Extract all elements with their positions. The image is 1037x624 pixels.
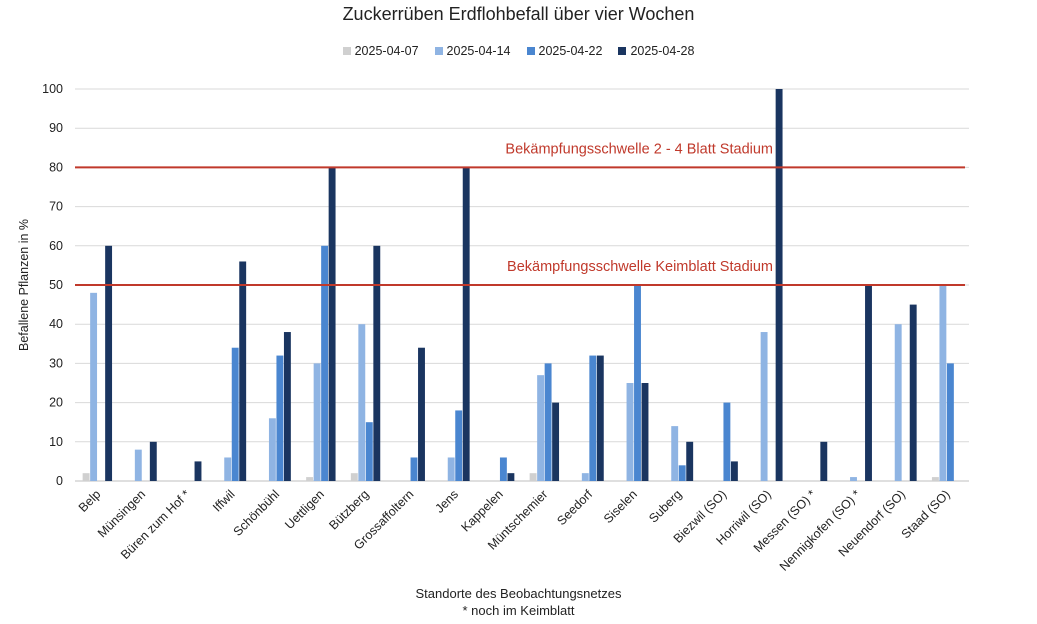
y-tick-label: 70 xyxy=(49,200,63,214)
x-tick-label: Jens xyxy=(432,487,461,516)
bar xyxy=(537,375,545,481)
x-tick-label: Schönbühl xyxy=(231,487,283,539)
x-axis-note: * noch im Keimblatt xyxy=(462,603,575,618)
bar xyxy=(544,363,552,481)
x-tick-label: Iffwil xyxy=(210,487,237,514)
y-axis-title: Befallene Pflanzen in % xyxy=(17,219,31,351)
bar xyxy=(678,465,686,481)
y-tick-label: 0 xyxy=(56,474,63,488)
x-tick-label: Kappelen xyxy=(459,487,506,534)
bar xyxy=(641,383,649,481)
legend-swatch xyxy=(618,47,627,55)
bar xyxy=(134,449,142,481)
bar xyxy=(589,355,597,481)
y-tick-label: 20 xyxy=(49,396,63,410)
bar xyxy=(499,457,507,481)
bar xyxy=(306,477,314,481)
bar xyxy=(90,292,98,481)
bar xyxy=(239,261,247,481)
bar xyxy=(276,355,284,481)
x-tick-label: Suberg xyxy=(646,487,684,525)
bar xyxy=(418,347,425,481)
bar xyxy=(321,245,329,481)
threshold-label: Bekämpfungsschwelle 2 - 4 Blatt Stadium xyxy=(505,141,773,157)
y-tick-label: 100 xyxy=(42,82,63,96)
bar xyxy=(507,473,515,481)
y-tick-label: 60 xyxy=(49,239,63,253)
bar xyxy=(760,332,768,481)
bar xyxy=(730,461,738,481)
bar xyxy=(82,473,90,481)
bar xyxy=(358,324,366,481)
legend-label: 2025-04-28 xyxy=(630,44,695,58)
bar xyxy=(462,167,470,481)
bar xyxy=(194,461,202,481)
x-tick-label: Staad (SO) xyxy=(899,487,953,541)
chart-legend: 2025-04-07 2025-04-14 2025-04-22 2025-04… xyxy=(0,44,1037,58)
y-tick-label: 10 xyxy=(49,435,63,449)
bar xyxy=(552,402,560,481)
legend-item: 2025-04-28 xyxy=(618,44,694,58)
bar xyxy=(455,410,463,481)
bar xyxy=(283,332,291,481)
bar xyxy=(686,441,694,481)
y-tick-label: 40 xyxy=(49,317,63,331)
bar xyxy=(634,285,641,481)
legend-item: 2025-04-07 xyxy=(342,44,419,58)
bar xyxy=(365,422,373,481)
bar xyxy=(909,304,917,481)
y-tick-label: 80 xyxy=(49,160,63,174)
bar xyxy=(328,167,336,481)
bar xyxy=(939,285,947,481)
y-tick-label: 50 xyxy=(49,278,63,292)
threshold-label: Bekämpfungsschwelle Keimblatt Stadium xyxy=(507,259,773,275)
bar xyxy=(268,418,276,481)
bar xyxy=(865,285,872,481)
x-tick-label: Bützberg xyxy=(326,487,371,532)
bar xyxy=(410,457,418,481)
legend-item: 2025-04-14 xyxy=(434,44,511,58)
bar xyxy=(894,324,902,481)
bar xyxy=(946,363,954,481)
bar xyxy=(931,477,939,481)
x-axis-title: Standorte des Beobachtungsnetzes xyxy=(415,586,622,601)
legend-swatch xyxy=(526,47,535,55)
x-tick-label: Seedorf xyxy=(554,487,595,528)
bar xyxy=(350,473,358,481)
legend-item: 2025-04-22 xyxy=(526,44,603,58)
bar xyxy=(105,245,113,481)
bar xyxy=(447,457,455,481)
x-tick-label: Belp xyxy=(76,487,104,515)
x-tick-label: Uettligen xyxy=(282,487,327,532)
bar xyxy=(373,245,381,481)
bar xyxy=(529,473,537,481)
bar xyxy=(723,402,731,481)
bar xyxy=(850,477,857,481)
y-tick-label: 90 xyxy=(49,121,63,135)
legend-label: 2025-04-07 xyxy=(354,44,419,58)
legend-swatch xyxy=(434,47,443,55)
bar xyxy=(231,347,239,481)
bar xyxy=(581,473,589,481)
x-tick-label: Siselen xyxy=(601,487,640,526)
bar xyxy=(596,355,604,481)
x-tick-label: Nennigkofen (SO) * xyxy=(777,487,864,574)
bar xyxy=(224,457,232,481)
chart-title: Zuckerrüben Erdflohbefall über vier Woch… xyxy=(342,4,695,24)
bar xyxy=(820,441,828,481)
legend-swatch xyxy=(342,47,351,55)
bar xyxy=(149,441,157,481)
bar xyxy=(671,426,679,481)
y-tick-label: 30 xyxy=(49,356,63,370)
bar xyxy=(626,383,634,481)
legend-label: 2025-04-22 xyxy=(538,44,603,58)
bar xyxy=(313,363,321,481)
legend-label: 2025-04-14 xyxy=(446,44,511,58)
